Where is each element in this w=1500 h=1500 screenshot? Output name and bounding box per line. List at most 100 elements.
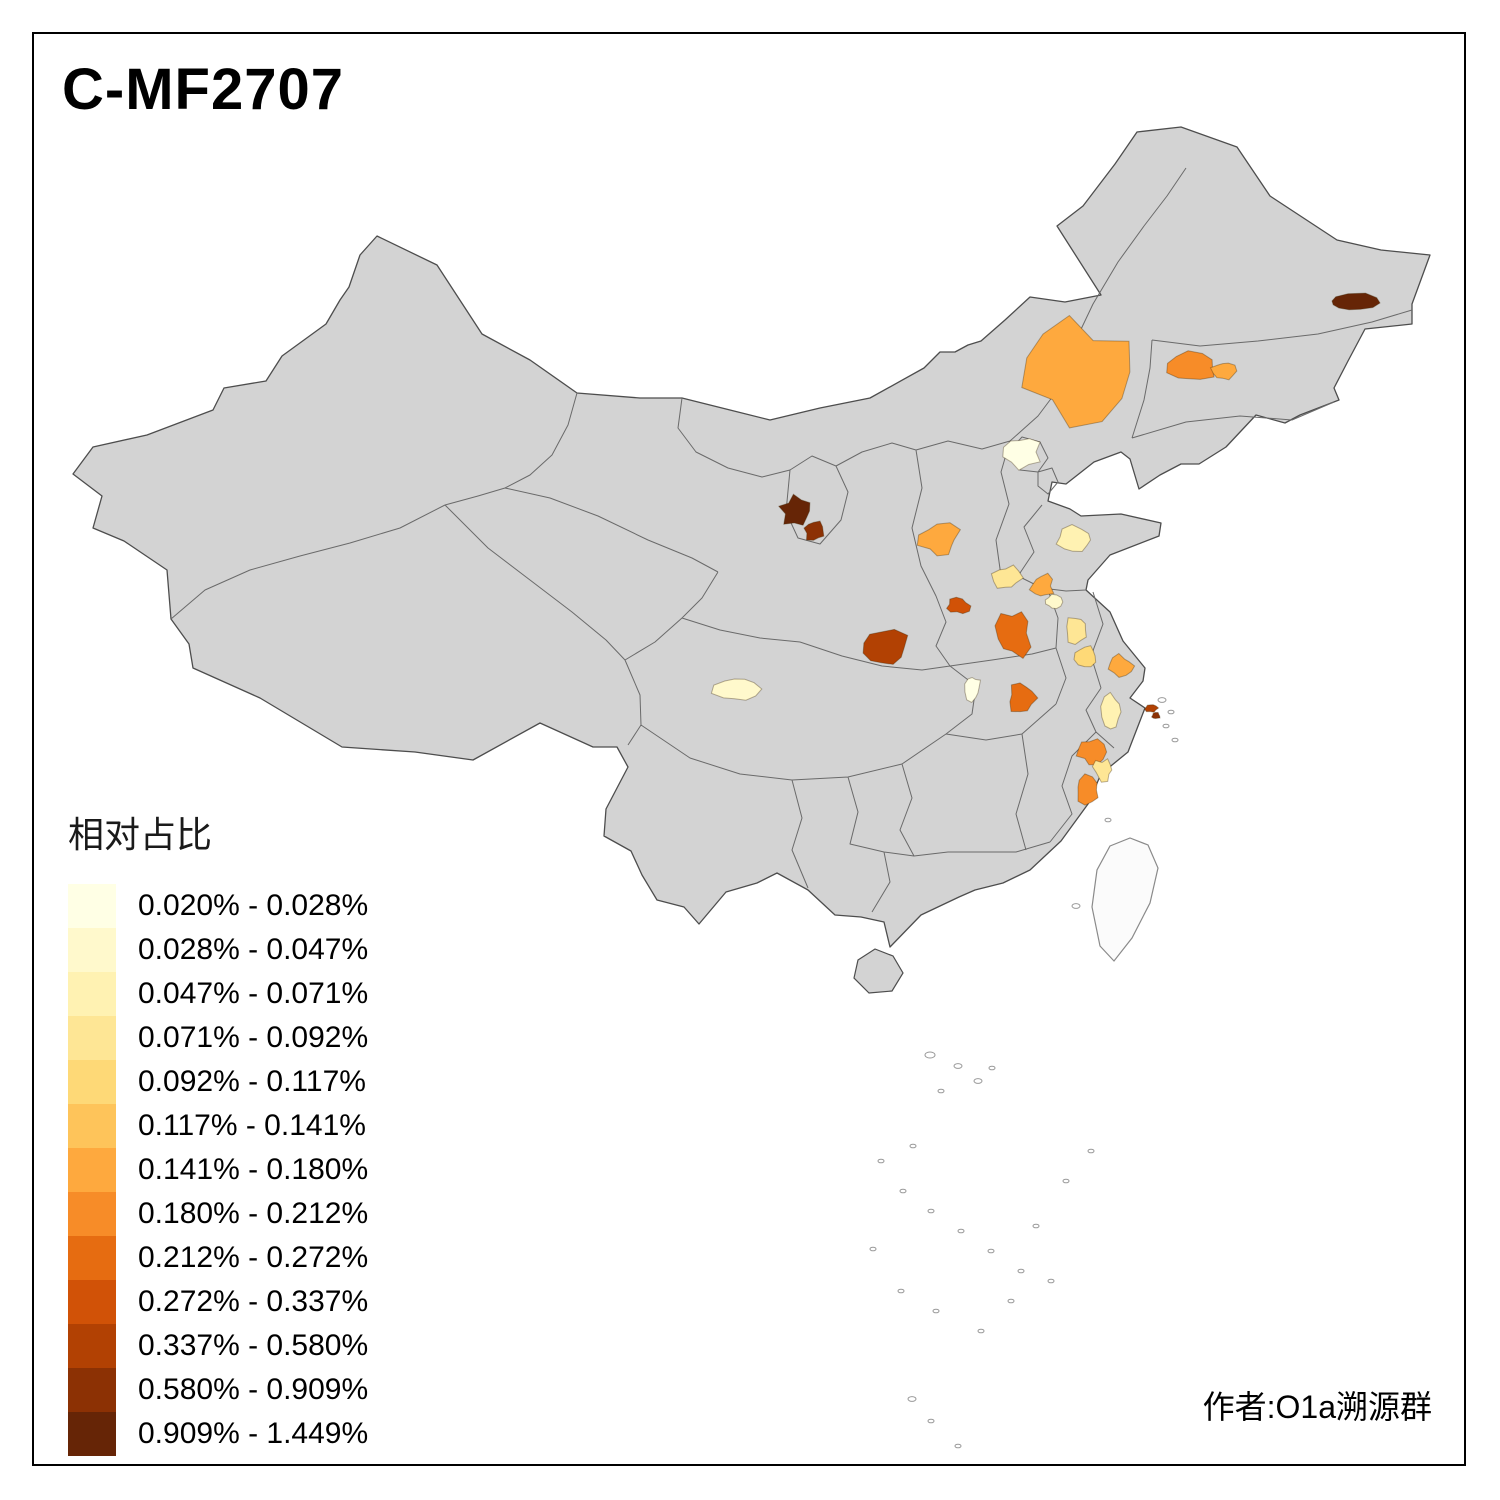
legend-swatch	[68, 1412, 116, 1456]
legend-row: 0.092% - 0.117%	[68, 1060, 368, 1104]
legend-row: 0.020% - 0.028%	[68, 884, 368, 928]
map-region-henan-pale-west	[990, 564, 1024, 589]
legend-label: 0.020% - 0.028%	[138, 889, 369, 922]
map-region-shandong-pale	[1055, 524, 1092, 553]
legend-row: 0.180% - 0.212%	[68, 1192, 368, 1236]
attribution-text: 作者:O1a溯源群	[1202, 1389, 1432, 1425]
legend-swatch	[68, 1236, 116, 1280]
legend-swatch	[68, 972, 116, 1016]
sea-island-speck	[987, 1248, 995, 1254]
legend-swatch	[68, 1104, 116, 1148]
sea-island-speck	[937, 1088, 945, 1094]
sea-island-speck	[927, 1418, 935, 1424]
sea-island-speck	[907, 1396, 917, 1402]
plot-frame	[32, 32, 1466, 1466]
map-region-fujian-pale	[1091, 757, 1113, 783]
map-region-anhui-pale	[1066, 617, 1087, 646]
legend-swatch	[68, 1280, 116, 1324]
sea-island-speck	[1071, 903, 1081, 909]
sea-island-speck	[1167, 709, 1175, 715]
choropleth-regions	[710, 292, 1381, 806]
map-region-ningxia-north	[777, 493, 811, 526]
map-region-zhejiang-orange	[1107, 652, 1136, 678]
sea-island-speck	[1007, 1298, 1015, 1304]
sea-island-speck	[973, 1078, 983, 1084]
sea-island-speck	[1104, 817, 1112, 823]
map-region-henan-red-small	[945, 596, 972, 615]
legend-swatch	[68, 1148, 116, 1192]
legend-swatch	[68, 1324, 116, 1368]
legend-rows: 0.020% - 0.028% 0.028% - 0.047% 0.047% - 0…	[68, 884, 368, 1456]
sea-island-speck	[932, 1308, 940, 1314]
legend-label: 0.141% - 0.180%	[138, 1153, 369, 1186]
legend-label: 0.580% - 0.909%	[138, 1373, 369, 1406]
legend-title: 相对占比	[68, 814, 213, 855]
legend-swatch	[68, 928, 116, 972]
map-region-jiangsu-pale	[1073, 645, 1097, 668]
sea-island-speck	[988, 1065, 996, 1071]
legend-swatch	[68, 1368, 116, 1412]
sea-island-speck	[869, 1246, 877, 1252]
legend-label: 0.909% - 1.449%	[138, 1417, 369, 1450]
legend-row: 0.272% - 0.337%	[68, 1280, 368, 1324]
map-region-zhejiang-pale-strip	[1100, 691, 1122, 730]
legend-row: 0.909% - 1.449%	[68, 1412, 368, 1456]
legend-row: 0.071% - 0.092%	[68, 1016, 368, 1060]
map-region-inner-mongolia	[1021, 314, 1131, 429]
taiwan-island-shape	[1091, 837, 1159, 962]
map-region-northeast-dark	[1331, 292, 1381, 311]
legend-row: 0.117% - 0.141%	[68, 1104, 368, 1148]
map-region-henan-pale-east	[1044, 593, 1064, 610]
sea-island-speck	[1047, 1278, 1055, 1284]
legend-swatch	[68, 884, 116, 928]
map-region-beijing-pale	[1002, 438, 1041, 471]
legend-label: 0.071% - 0.092%	[138, 1021, 369, 1054]
sea-island-speck	[1032, 1223, 1040, 1229]
legend-row: 0.580% - 0.909%	[68, 1368, 368, 1412]
sea-island-speck	[909, 1143, 917, 1149]
sea-island-speck	[977, 1328, 985, 1334]
sea-island-speck	[924, 1051, 936, 1059]
sea-island-speck	[927, 1208, 935, 1214]
map-region-henan-orange	[1028, 572, 1055, 597]
sea-island-speck	[954, 1443, 962, 1449]
legend-row: 0.212% - 0.272%	[68, 1236, 368, 1280]
map-region-ningxia-south	[803, 520, 825, 541]
sea-island-speck	[1062, 1178, 1070, 1184]
legend-swatch	[68, 1060, 116, 1104]
sea-island-speck	[1157, 697, 1167, 703]
map-region-hubei-orange	[1009, 682, 1039, 713]
legend-label: 0.337% - 0.580%	[138, 1329, 369, 1362]
sea-island-speck	[957, 1228, 965, 1234]
legend-label: 0.180% - 0.212%	[138, 1197, 369, 1230]
hainan-island-shape	[853, 948, 904, 994]
sea-island-speck	[1017, 1268, 1025, 1274]
map-region-hubei-pale-small	[964, 676, 982, 704]
map-region-shaanxi-dark	[862, 628, 909, 665]
map-region-fujian-orange-south	[1077, 773, 1099, 806]
sea-island-speck	[897, 1288, 905, 1294]
sea-islands	[869, 697, 1179, 1449]
map-region-shanghai-dark-b	[1150, 712, 1161, 720]
sea-island-speck	[899, 1188, 907, 1194]
legend-label: 0.047% - 0.071%	[138, 977, 369, 1010]
legend-label: 0.028% - 0.047%	[138, 933, 369, 966]
legend-swatch	[68, 1192, 116, 1236]
sea-island-speck	[1087, 1148, 1095, 1154]
province-borders	[170, 167, 1413, 913]
legend-row: 0.141% - 0.180%	[68, 1148, 368, 1192]
sea-island-speck	[1171, 737, 1179, 743]
chart-title: C-MF2707	[62, 57, 344, 122]
legend-label: 0.212% - 0.272%	[138, 1241, 369, 1274]
map-region-henan-darkorange	[994, 611, 1032, 660]
sea-island-speck	[953, 1063, 963, 1069]
map-region-sichuan-pale	[710, 678, 763, 701]
legend: 相对占比 0.020% - 0.028% 0.028% - 0.047% 0.047…	[68, 806, 368, 1456]
legend-row: 0.337% - 0.580%	[68, 1324, 368, 1368]
legend-swatch	[68, 1016, 116, 1060]
map-region-shanghai-dark-a	[1144, 704, 1160, 713]
legend-label: 0.117% - 0.141%	[138, 1109, 366, 1142]
sea-island-speck	[1162, 723, 1170, 729]
